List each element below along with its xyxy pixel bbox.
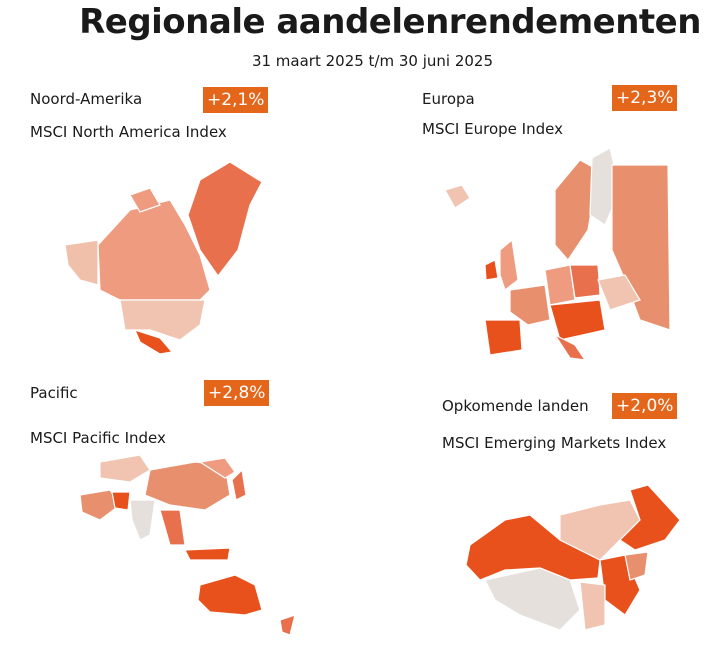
pacific-map — [79, 454, 296, 636]
title: Regionale aandelenrendementen — [79, 2, 701, 42]
index-name: MSCI North America Index — [30, 123, 227, 141]
return-badge: +2,8% — [204, 380, 270, 406]
region-name: Pacific — [30, 384, 78, 402]
region-name: Opkomende landen — [442, 397, 589, 415]
return-badge: +2,1% — [203, 87, 269, 113]
subtitle: 31 maart 2025 t/m 30 juni 2025 — [251, 52, 494, 70]
emerging-markets-map — [465, 484, 681, 631]
return-badge: +2,3% — [612, 85, 678, 111]
index-name: MSCI Europe Index — [422, 120, 563, 138]
europe-map — [444, 147, 671, 361]
index-name: MSCI Pacific Index — [30, 429, 166, 447]
return-badge: +2,0% — [612, 393, 678, 419]
region-name: Noord-Amerika — [30, 90, 143, 108]
index-name: MSCI Emerging Markets Index — [442, 434, 667, 452]
region-name: Europa — [422, 90, 475, 108]
north-america-map — [64, 161, 263, 355]
